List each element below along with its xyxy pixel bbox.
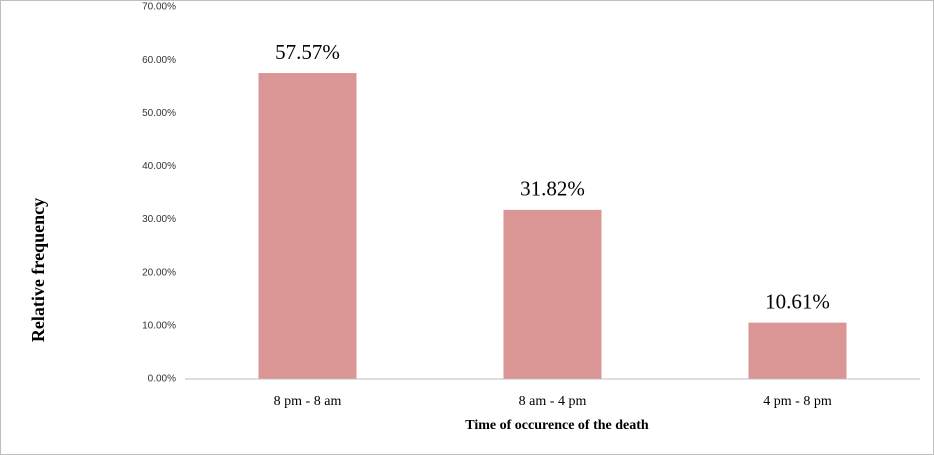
y-tick-label: 60.00% <box>142 55 176 66</box>
y-tick-label: 50.00% <box>142 108 176 119</box>
x-tick-label: 4 pm - 8 pm <box>763 394 832 409</box>
x-axis-label: Time of occurence of the death <box>465 418 649 433</box>
x-tick-label: 8 pm - 8 am <box>274 394 342 409</box>
y-axis-label: Relative frequency <box>28 198 48 342</box>
bar <box>503 209 602 379</box>
y-tick-label: 40.00% <box>142 161 176 172</box>
x-tick-label: 8 am - 4 pm <box>519 394 587 409</box>
bar <box>258 73 357 379</box>
y-tick-label: 0.00% <box>148 374 176 385</box>
bar <box>748 322 847 379</box>
data-label: 57.57% <box>275 40 340 64</box>
data-label: 10.61% <box>765 289 830 313</box>
y-tick-label: 20.00% <box>142 267 176 278</box>
y-tick-label: 70.00% <box>142 2 176 13</box>
y-tick-label: 30.00% <box>142 214 176 225</box>
y-tick-label: 10.00% <box>142 320 176 331</box>
data-label: 31.82% <box>520 177 585 201</box>
